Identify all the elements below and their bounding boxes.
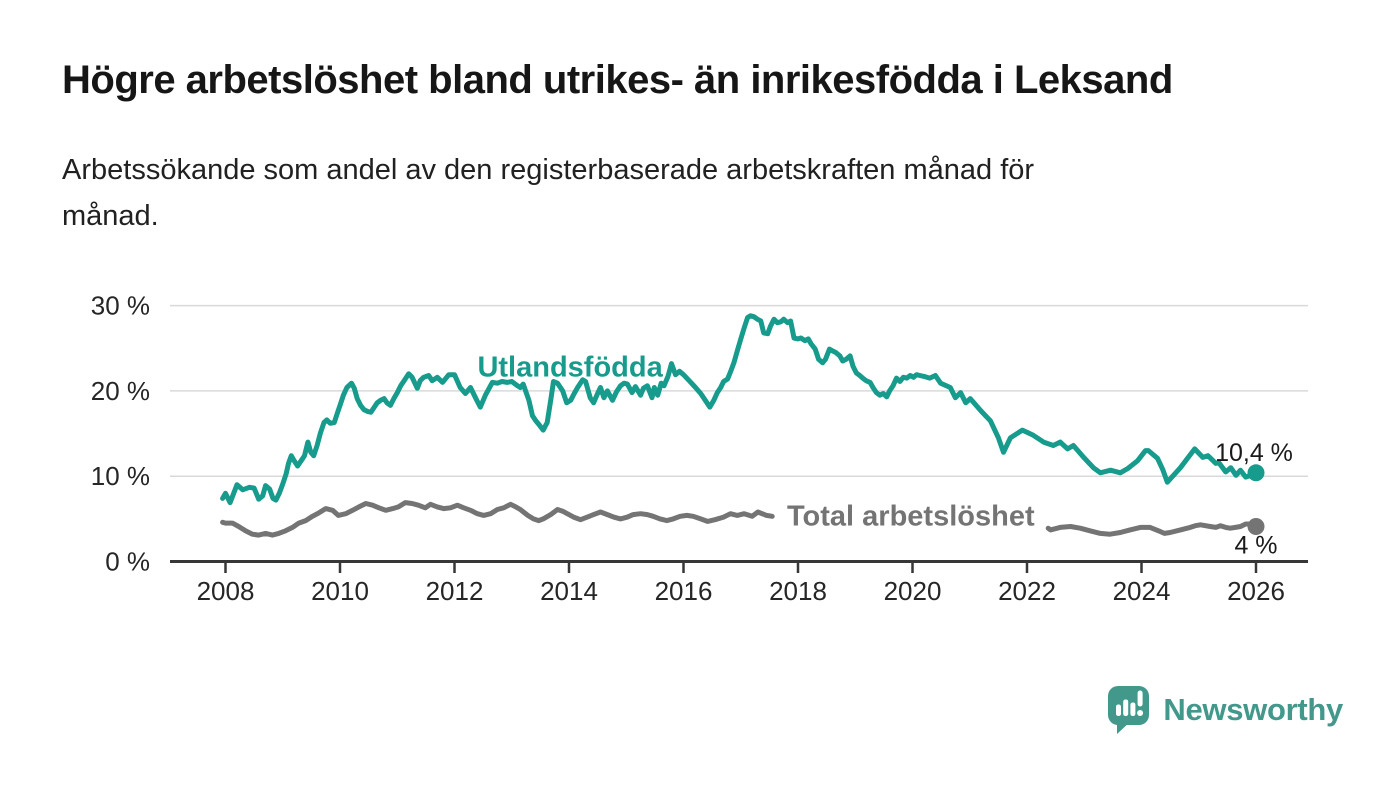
- x-axis-tick-label: 2012: [426, 576, 484, 606]
- series-end-dot-utlandsfodda: [1247, 464, 1265, 482]
- newsworthy-logo-text: Newsworthy: [1163, 692, 1343, 727]
- newsworthy-logo-icon: [1108, 686, 1150, 734]
- series-line-utlandsfodda: [220, 313, 1259, 506]
- x-axis-tick-label: 2014: [540, 576, 598, 606]
- x-axis-tick-label: 2026: [1227, 576, 1285, 606]
- x-axis-tick-label: 2008: [197, 576, 255, 606]
- x-axis-tick-label: 2022: [998, 576, 1056, 606]
- series-line-total: [1045, 521, 1259, 537]
- x-axis-tick-label: 2020: [884, 576, 942, 606]
- chart-subtitle: Arbetssökande som andel av den registerb…: [62, 154, 1035, 232]
- chart-title: Högre arbetslöshet bland utrikes- än inr…: [62, 58, 1173, 102]
- y-axis-tick-label: 20 %: [91, 376, 150, 406]
- x-axis-tick-label: 2018: [769, 576, 827, 606]
- series-label-utlandsfodda: Utlandsfödda: [477, 351, 663, 383]
- series-end-value-utlandsfodda: 10,4 %: [1215, 439, 1293, 467]
- y-axis-tick-label: 10 %: [91, 461, 150, 491]
- series-line-total: [220, 500, 775, 538]
- x-axis-tick-label: 2016: [655, 576, 713, 606]
- brand-footer: Newsworthy: [1106, 684, 1343, 736]
- series-end-dot-total: [1247, 518, 1265, 535]
- y-axis-tick-label: 0 %: [105, 547, 150, 577]
- x-axis-tick-label: 2024: [1113, 576, 1171, 606]
- series-label-total: Total arbetslöshet: [787, 501, 1035, 533]
- x-axis-tick-label: 2010: [311, 576, 369, 606]
- y-axis-tick-label: 30 %: [91, 291, 150, 321]
- series-end-value-total: 4 %: [1234, 532, 1277, 560]
